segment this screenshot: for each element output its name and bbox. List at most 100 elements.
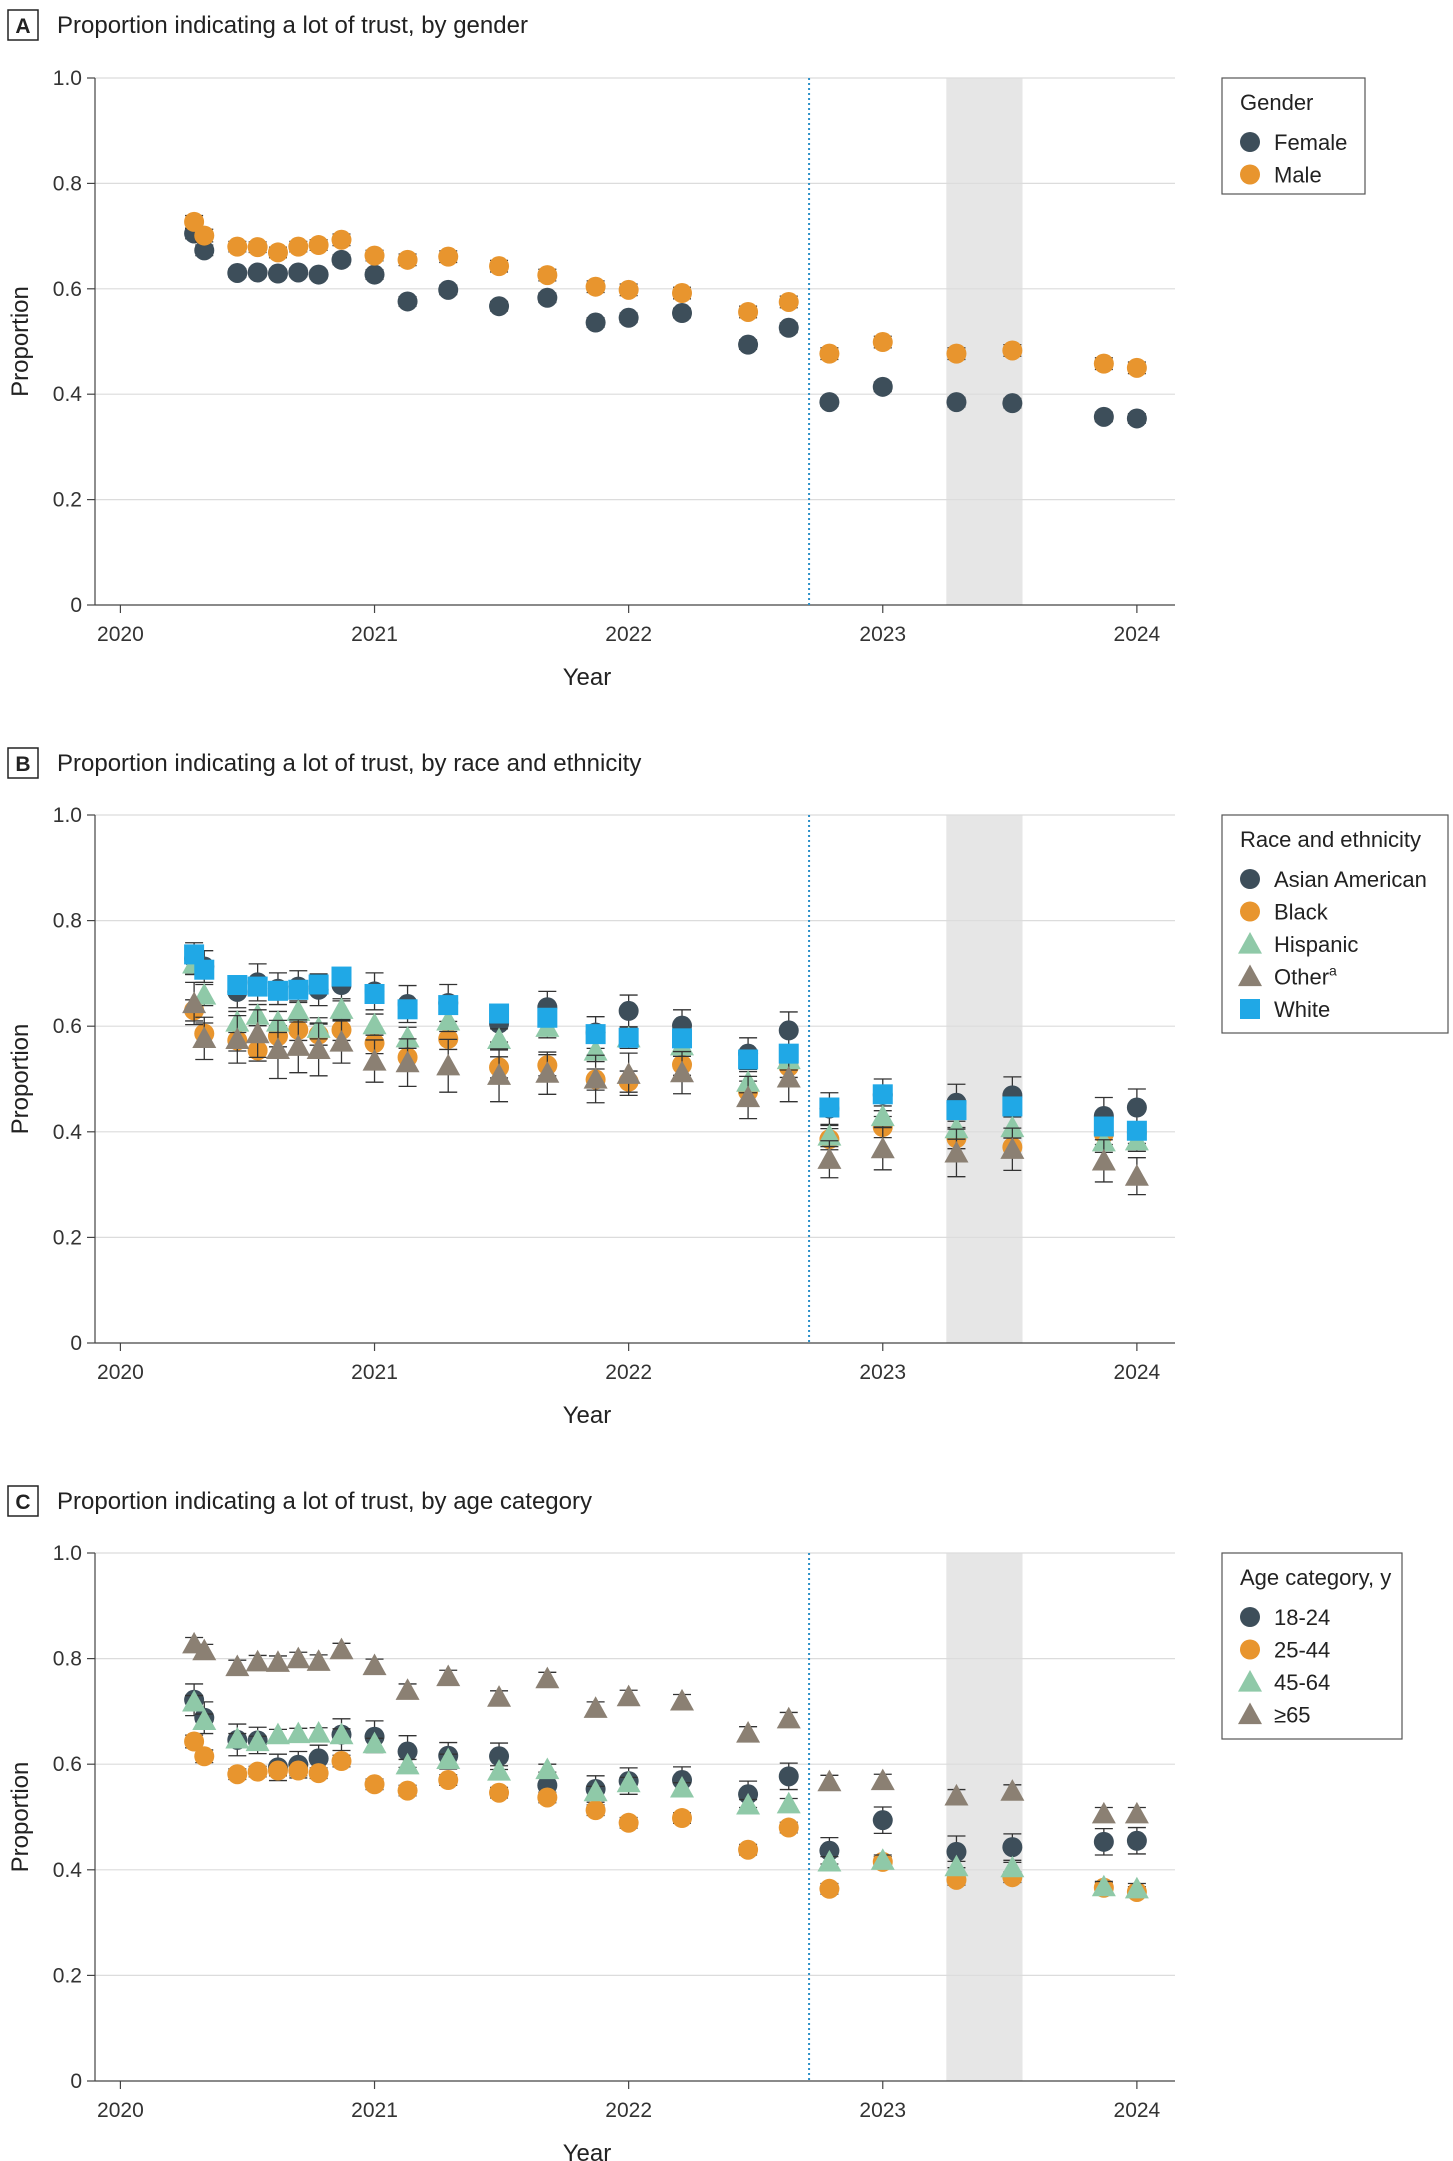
data-point [487,1063,512,1085]
data-point [225,1726,250,1749]
data-point [618,279,639,300]
legend-label: White [1274,997,1330,1022]
data-point [1126,1830,1147,1851]
data-point [247,237,268,258]
data-point [870,1768,895,1791]
data-point [535,1757,560,1780]
data-point [736,1792,761,1815]
data-point [194,959,215,980]
x-tick-label: 2024 [1114,1361,1161,1384]
legend-marker [1238,1702,1262,1725]
y-tick-label: 0.4 [53,383,83,406]
data-point [227,262,248,283]
panel-letter: B [15,753,30,776]
legend-title: Age category, y [1240,1565,1391,1590]
data-point [672,1028,693,1049]
y-tick-label: 1.0 [53,1542,82,1565]
legend-label: 45-64 [1274,1670,1330,1695]
series-2 [182,1689,1149,1899]
y-axis-label: Proportion [7,286,34,397]
legend-label: Hispanic [1274,932,1358,957]
data-point [946,343,967,364]
series-3 [182,981,1149,1196]
data-point [194,240,215,261]
legend-label: 18-24 [1274,1605,1330,1630]
data-point [286,1721,311,1744]
data-point [436,1053,461,1076]
y-tick-label: 0.8 [53,910,82,933]
data-point [438,279,459,300]
data-point [436,1747,461,1770]
data-point [819,1878,840,1899]
data-point [776,1791,801,1814]
data-point [817,1147,842,1169]
x-tick-label: 2021 [351,2099,398,2122]
data-point [872,332,893,353]
data-point [817,1769,842,1792]
legend-marker [1238,964,1262,987]
data-point [489,296,510,317]
data-point [184,1731,205,1752]
data-point [194,1746,215,1767]
data-point [1093,1831,1114,1852]
x-tick-label: 2020 [97,1361,144,1384]
y-tick-label: 0.8 [53,1648,82,1671]
data-point [776,1065,801,1088]
data-point [308,1763,329,1784]
data-point [438,246,459,267]
series-4 [184,944,1147,1141]
data-point [870,1136,895,1159]
data-point [778,317,799,338]
x-tick-label: 2023 [859,1361,906,1384]
x-tick-label: 2020 [97,2099,144,2122]
data-point [306,1721,331,1743]
data-point [585,312,606,333]
data-point [288,1760,309,1781]
data-point [1002,340,1023,361]
y-tick-label: 0.6 [53,278,82,301]
data-point [489,256,510,277]
panel-a: A Proportion indicating a lot of trust, b… [7,9,1366,691]
data-point [537,287,558,308]
data-point [267,263,288,284]
data-point [944,1854,969,1877]
data-point [306,1649,331,1671]
data-point [436,1664,461,1687]
data-point [225,1654,250,1677]
y-tick-label: 1.0 [53,67,82,90]
data-point [1093,406,1114,427]
x-tick-label: 2022 [605,623,652,646]
data-point [397,291,418,312]
data-point [583,1696,608,1718]
data-point [1091,1801,1116,1824]
data-point [817,1849,842,1872]
data-point [778,1766,799,1787]
legend: Gender Female Male [1221,77,1366,195]
data-point [308,974,329,995]
data-point [1126,1120,1147,1141]
data-point [286,999,311,1022]
x-tick-label: 2023 [859,623,906,646]
panel-title: Proportion indicating a lot of trust, by… [57,12,528,39]
data-point [670,1688,695,1711]
data-point [776,1706,801,1729]
data-point [819,392,840,413]
data-point [192,1026,217,1048]
data-point [537,1787,558,1808]
data-point [1126,1097,1147,1118]
legend-marker [1240,901,1260,922]
data-point [247,976,268,997]
data-point [487,1027,512,1049]
data-point [364,1774,385,1795]
data-point [778,1043,799,1064]
data-point [672,303,693,324]
data-point [778,1817,799,1838]
legend-marker [1240,869,1260,889]
data-point [308,1748,329,1769]
data-point [616,1770,641,1793]
data-point [946,1841,967,1862]
data-point [184,211,205,232]
data-point [819,1097,840,1118]
data-point [1000,1115,1025,1138]
data-point [331,249,352,270]
